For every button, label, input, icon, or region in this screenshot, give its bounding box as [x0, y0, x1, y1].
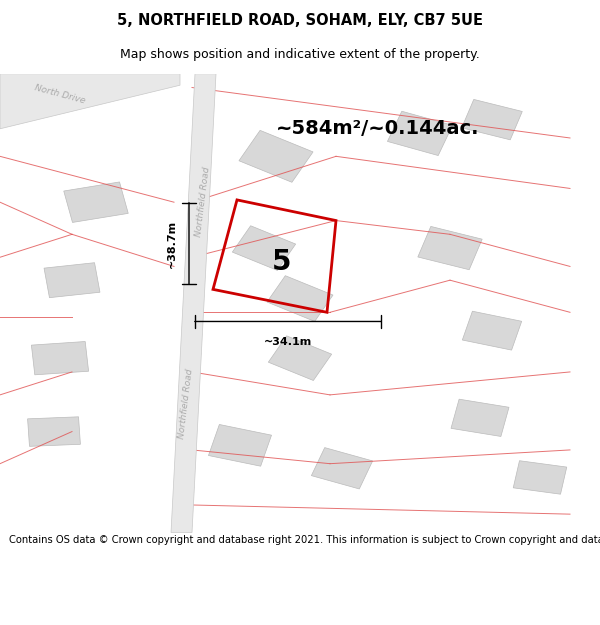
Bar: [311, 448, 373, 489]
Bar: [513, 461, 567, 494]
Text: North Drive: North Drive: [34, 83, 86, 105]
Bar: [462, 99, 522, 140]
Bar: [64, 182, 128, 222]
Bar: [451, 399, 509, 436]
Bar: [267, 276, 333, 321]
Bar: [208, 424, 272, 466]
Bar: [232, 226, 296, 271]
Bar: [31, 341, 89, 375]
Text: ~38.7m: ~38.7m: [167, 219, 177, 268]
Text: ~584m²/~0.144ac.: ~584m²/~0.144ac.: [276, 119, 480, 138]
Bar: [239, 131, 313, 182]
Text: Contains OS data © Crown copyright and database right 2021. This information is : Contains OS data © Crown copyright and d…: [9, 535, 600, 545]
Polygon shape: [0, 74, 180, 129]
Bar: [388, 111, 452, 156]
Bar: [463, 311, 521, 350]
Text: Northfield Road: Northfield Road: [194, 167, 212, 238]
Bar: [28, 417, 80, 446]
Text: 5: 5: [272, 248, 292, 276]
Text: Northfield Road: Northfield Road: [177, 369, 195, 439]
Bar: [268, 336, 332, 381]
Bar: [418, 226, 482, 270]
Text: 5, NORTHFIELD ROAD, SOHAM, ELY, CB7 5UE: 5, NORTHFIELD ROAD, SOHAM, ELY, CB7 5UE: [117, 13, 483, 28]
Polygon shape: [171, 74, 216, 532]
Text: ~34.1m: ~34.1m: [264, 337, 312, 347]
Text: Map shows position and indicative extent of the property.: Map shows position and indicative extent…: [120, 48, 480, 61]
Bar: [44, 262, 100, 298]
